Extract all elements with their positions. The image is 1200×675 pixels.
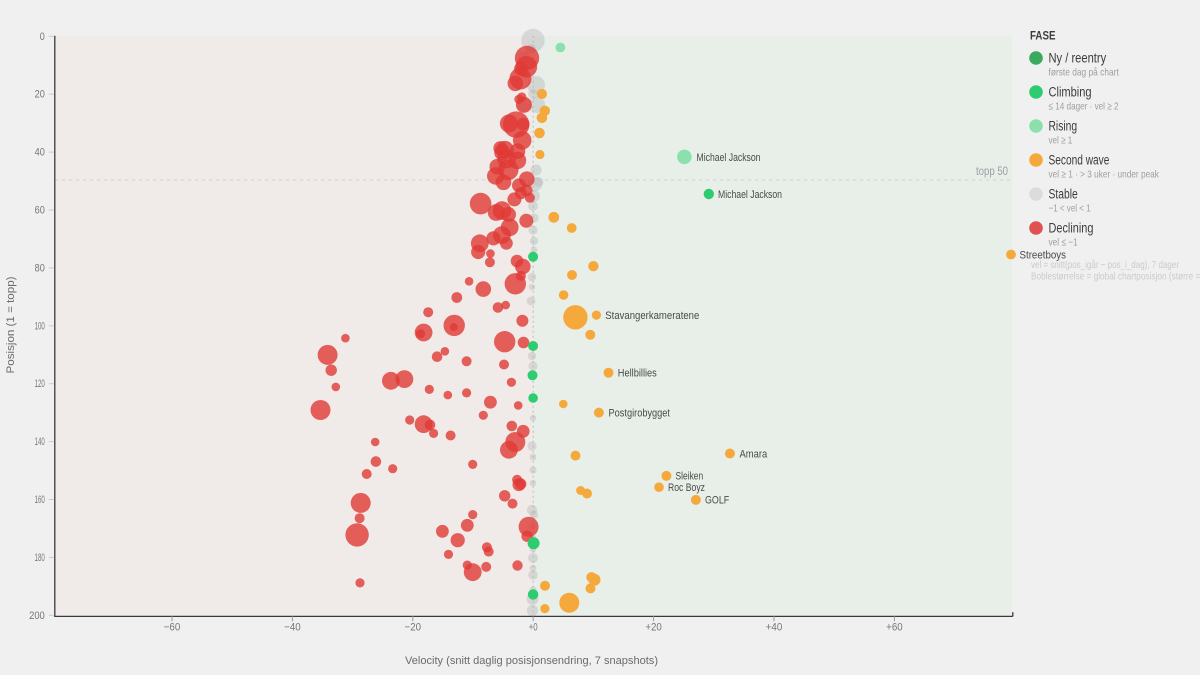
svg-text:Michael Jackson: Michael Jackson xyxy=(718,189,782,201)
svg-text:Streetboys: Streetboys xyxy=(1020,249,1067,261)
svg-text:Stable: Stable xyxy=(1049,187,1078,202)
svg-text:60: 60 xyxy=(35,205,45,217)
svg-text:GOLF: GOLF xyxy=(705,495,730,507)
svg-text:−1 < vel < 1: −1 < vel < 1 xyxy=(1049,203,1091,215)
svg-text:40: 40 xyxy=(35,147,45,159)
svg-text:+40: +40 xyxy=(766,622,783,634)
svg-text:180: 180 xyxy=(35,552,45,564)
svg-text:≤ 14 dager · vel ≥ 2: ≤ 14 dager · vel ≥ 2 xyxy=(1049,101,1119,113)
svg-text:vel ≥ 1 · > 3 uker · under pea: vel ≥ 1 · > 3 uker · under peak xyxy=(1049,169,1160,181)
svg-text:Sleiken: Sleiken xyxy=(676,471,704,483)
svg-text:Hellbillies: Hellbillies xyxy=(618,368,658,380)
svg-text:Ny / reentry: Ny / reentry xyxy=(1049,51,1107,66)
svg-text:Stavangerkameratene: Stavangerkameratene xyxy=(605,310,699,322)
svg-text:−60: −60 xyxy=(164,622,181,634)
svg-text:Postgirobygget: Postgirobygget xyxy=(609,407,671,419)
svg-text:FASE: FASE xyxy=(1030,31,1056,43)
svg-text:vel ≤ −1: vel ≤ −1 xyxy=(1049,237,1078,249)
svg-text:vel ≥ 1: vel ≥ 1 xyxy=(1049,135,1073,147)
svg-text:vel = snitt(pos_igår − pos_i_d: vel = snitt(pos_igår − pos_i_dag), 7 dag… xyxy=(1031,259,1179,271)
svg-text:Declining: Declining xyxy=(1049,221,1094,236)
svg-text:140: 140 xyxy=(35,436,45,448)
svg-text:160: 160 xyxy=(35,494,45,506)
svg-text:Roc Boyz: Roc Boyz xyxy=(668,482,705,494)
svg-text:+0: +0 xyxy=(529,622,538,634)
svg-text:100: 100 xyxy=(35,320,45,332)
svg-text:+20: +20 xyxy=(645,622,662,634)
svg-text:første dag på chart: første dag på chart xyxy=(1049,67,1119,79)
svg-text:20: 20 xyxy=(35,89,45,101)
svg-text:80: 80 xyxy=(35,262,45,274)
svg-text:Boblestørrelse = global chartp: Boblestørrelse = global chartposisjon (s… xyxy=(1031,271,1200,283)
svg-text:topp 50: topp 50 xyxy=(976,166,1008,178)
svg-text:Michael Jackson: Michael Jackson xyxy=(697,152,761,164)
svg-text:Posisjon (1 = topp): Posisjon (1 = topp) xyxy=(5,277,17,374)
svg-text:Rising: Rising xyxy=(1049,119,1078,134)
svg-text:0: 0 xyxy=(40,31,45,43)
svg-text:+60: +60 xyxy=(886,622,903,634)
svg-text:−40: −40 xyxy=(284,622,301,634)
svg-text:Second wave: Second wave xyxy=(1049,153,1110,168)
svg-text:Climbing: Climbing xyxy=(1049,85,1092,100)
svg-text:−20: −20 xyxy=(405,622,422,634)
svg-text:Amara: Amara xyxy=(740,448,768,460)
svg-text:120: 120 xyxy=(35,378,45,390)
svg-text:Velocity (snitt daglig posisjo: Velocity (snitt daglig posisjonsendring,… xyxy=(405,655,658,667)
svg-text:200: 200 xyxy=(29,610,45,622)
